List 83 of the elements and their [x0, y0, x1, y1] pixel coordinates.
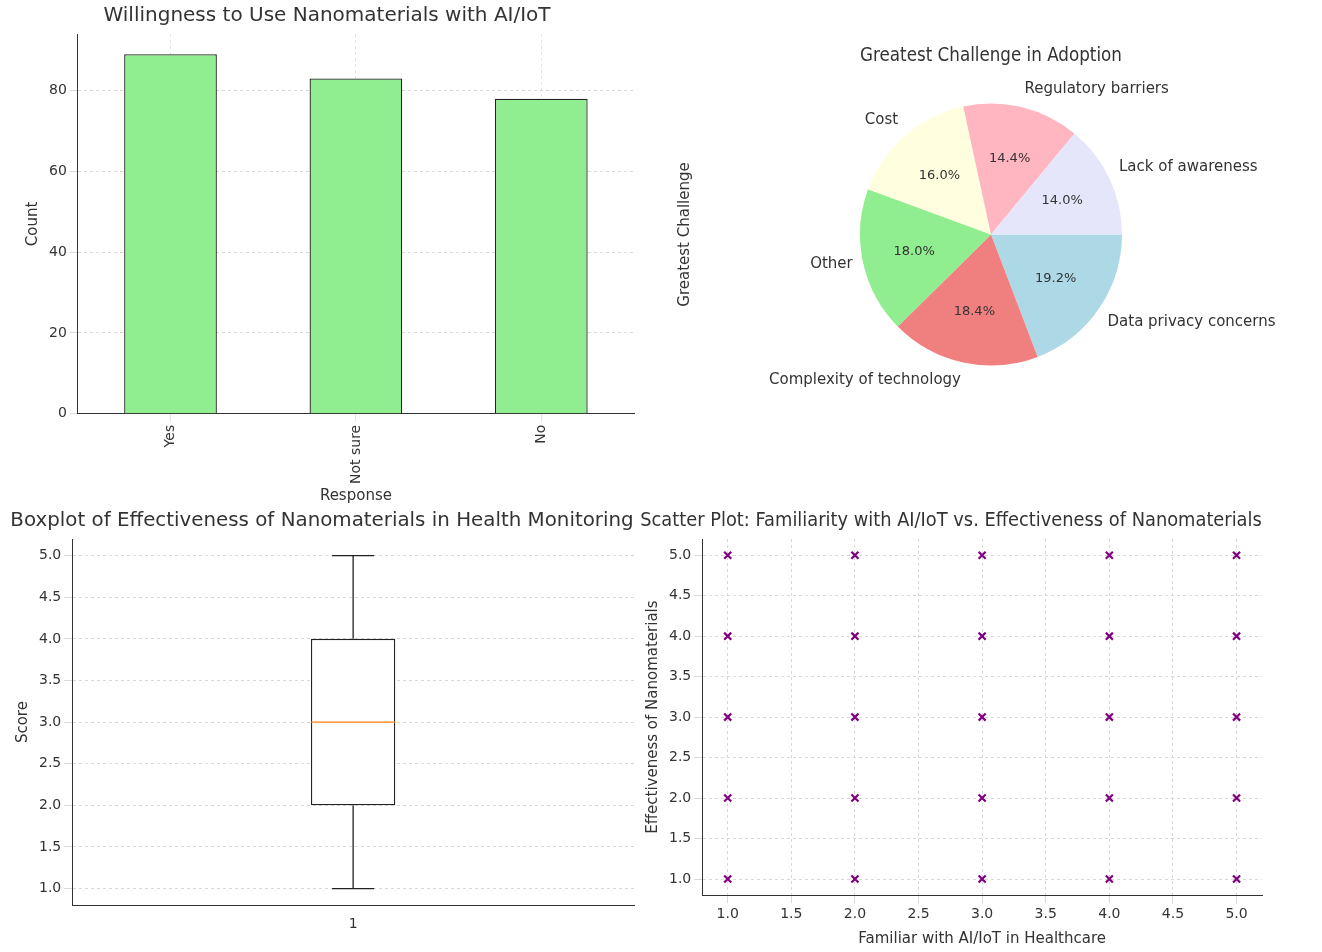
y-tick-label: 3.0: [669, 707, 692, 724]
y-tick-label: 2.5: [669, 748, 692, 765]
y-tick-label: 1.0: [39, 879, 62, 896]
y-tick-label: 5.0: [669, 545, 692, 562]
y-tick-label: 0: [57, 404, 67, 421]
point: [850, 793, 860, 803]
x-axis-title: Familiar with AI/IoT in Healthcare: [858, 928, 1107, 947]
x-tick-label: 5.0: [1225, 905, 1248, 922]
point: [723, 631, 733, 641]
point: [1231, 793, 1242, 803]
point: [723, 793, 733, 803]
slice-label: Complexity of technology: [768, 370, 962, 389]
point: [1231, 712, 1242, 722]
x-tick-label: Yes: [161, 424, 178, 449]
x-tick-label: 4.5: [1161, 905, 1185, 922]
x-tick-label: Not sure: [346, 424, 363, 485]
y-tick-label: 3.5: [39, 671, 62, 688]
y-tick-label: 60: [48, 162, 67, 179]
chart-title: Greatest Challenge in Adoption: [860, 42, 1122, 66]
slice-label: Regulatory barriers: [1024, 79, 1170, 98]
data-label: 18.0%: [893, 242, 935, 258]
x-tick-label: 3.5: [1034, 905, 1057, 922]
y-axis-title: Count: [22, 201, 41, 247]
data-label: 14.0%: [1041, 192, 1083, 208]
slice-label: Lack of awareness: [1119, 156, 1258, 175]
y-tick-label: 4.5: [39, 587, 62, 604]
x-tick-label: 1: [348, 915, 358, 932]
data-label: 18.4%: [953, 302, 995, 318]
data-label: 14.4%: [988, 149, 1031, 165]
x-tick-label: 2.0: [843, 905, 867, 922]
x-tick-label: 2.5: [907, 905, 930, 922]
y-tick-label: 40: [48, 242, 67, 259]
y-tick-label: 80: [48, 81, 67, 98]
y-axis-title: Score: [12, 701, 31, 744]
y-tick-label: 3.5: [669, 667, 692, 684]
point: [850, 631, 860, 641]
point: [850, 550, 860, 560]
data-label: 19.2%: [1035, 270, 1077, 286]
x-axis-title: Response: [319, 485, 392, 504]
point: [723, 874, 733, 884]
point: [850, 712, 860, 722]
slice-label: Data privacy concerns: [1107, 312, 1276, 331]
y-tick-label: 3.0: [39, 712, 62, 729]
y-tick-label: 1.0: [669, 869, 692, 886]
data-label: 16.0%: [918, 166, 961, 182]
point: [977, 550, 987, 560]
y-axis-title: Effectiveness of Nanomaterials: [642, 600, 661, 834]
point: [1104, 550, 1114, 560]
point: [723, 550, 733, 560]
y-tick-label: 1.5: [669, 829, 692, 846]
x-tick-label: No: [531, 424, 548, 444]
point: [1104, 631, 1114, 641]
point: [977, 874, 987, 884]
y-tick-label: 2.0: [39, 795, 62, 812]
x-tick-label: 1.0: [716, 905, 739, 922]
point: [1231, 631, 1242, 641]
y-tick-label: 1.5: [39, 837, 62, 854]
chart-title: Willingness to Use Nanomaterials with AI/IoT: [103, 2, 552, 27]
y-tick-label: 4.5: [669, 586, 692, 603]
point: [1104, 874, 1114, 884]
slice-label: Cost: [864, 110, 899, 129]
y-tick-label: 4.0: [669, 626, 692, 643]
x-tick-label: 1.5: [780, 905, 803, 922]
point: [850, 874, 860, 884]
point: [977, 712, 987, 722]
point: [723, 712, 733, 722]
point: [977, 793, 987, 803]
point: [1104, 793, 1114, 803]
point: [1231, 550, 1242, 560]
point: [1231, 874, 1242, 884]
chart-title: Boxplot of Effectiveness of Nanomaterials in Health Monitoring: [10, 508, 634, 532]
x-tick-label: 4.0: [1098, 905, 1121, 922]
point: [1104, 712, 1114, 722]
text: Greatest Challenge: [674, 162, 693, 307]
y-tick-label: 5.0: [39, 546, 62, 563]
chart-title: Scatter Plot: Familiarity with AI/IoT vs. Effectiveness of Nanomaterials: [640, 507, 1262, 531]
y-tick-label: 4.0: [39, 629, 62, 646]
y-tick-label: 2.0: [669, 788, 692, 805]
y-tick-label: 20: [48, 323, 67, 340]
point: [977, 631, 987, 641]
y-tick-label: 2.5: [39, 754, 62, 771]
x-tick-label: 3.0: [971, 905, 994, 922]
slice-label: Other: [810, 254, 854, 273]
